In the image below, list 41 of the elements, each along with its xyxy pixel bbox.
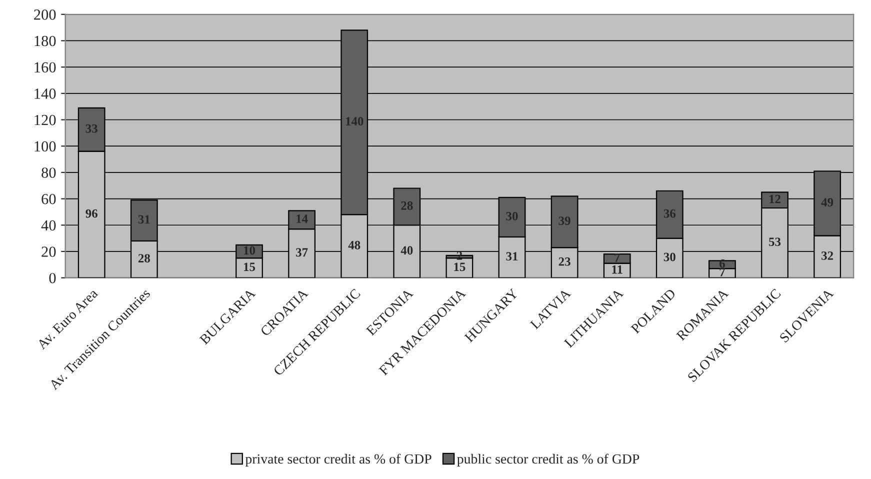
y-tick-label: 40 <box>41 220 56 231</box>
data-label: 7 <box>614 254 620 262</box>
y-tick-label: 200 <box>34 10 56 20</box>
data-label: 39 <box>558 216 570 225</box>
legend-label: public sector credit as % of GDP <box>457 454 640 466</box>
data-label: 32 <box>822 251 834 260</box>
data-label: 28 <box>401 201 413 210</box>
y-tick-label: 100 <box>34 141 56 152</box>
y-tick-label: 180 <box>34 36 56 46</box>
y-tick-label: 80 <box>42 168 56 178</box>
data-label: 12 <box>770 194 780 204</box>
data-label: 30 <box>506 212 518 220</box>
y-tick-label: 60 <box>42 194 56 204</box>
data-label: 40 <box>400 246 413 255</box>
data-label: 7 <box>720 268 726 276</box>
data-label: 23 <box>558 257 570 266</box>
data-label: 6 <box>720 259 725 268</box>
data-label: 15 <box>454 262 466 272</box>
y-tick-label: 20 <box>42 246 56 257</box>
data-label: 37 <box>296 248 308 257</box>
data-label: 28 <box>138 254 150 263</box>
y-tick-label: 160 <box>34 62 56 73</box>
data-label: 36 <box>664 209 676 218</box>
data-label: 11 <box>612 265 622 274</box>
data-label: 53 <box>769 238 781 246</box>
y-tick-label: 120 <box>34 114 56 126</box>
data-label: 10 <box>244 246 256 255</box>
y-tick-label: 0 <box>49 272 56 284</box>
data-label: 30 <box>664 252 676 262</box>
data-label: 31 <box>506 252 518 261</box>
data-label: 140 <box>346 117 364 126</box>
legend-label: private sector credit as % of GDP <box>245 454 432 466</box>
data-label: 96 <box>86 209 98 218</box>
data-label: 15 <box>244 262 256 272</box>
data-label: 14 <box>296 214 308 223</box>
y-tick-label: 140 <box>34 88 56 99</box>
data-label: 2 <box>456 251 462 260</box>
data-label: 49 <box>821 198 834 207</box>
data-label: 48 <box>348 240 360 250</box>
data-label: 31 <box>138 215 150 224</box>
data-label: 33 <box>86 124 98 133</box>
